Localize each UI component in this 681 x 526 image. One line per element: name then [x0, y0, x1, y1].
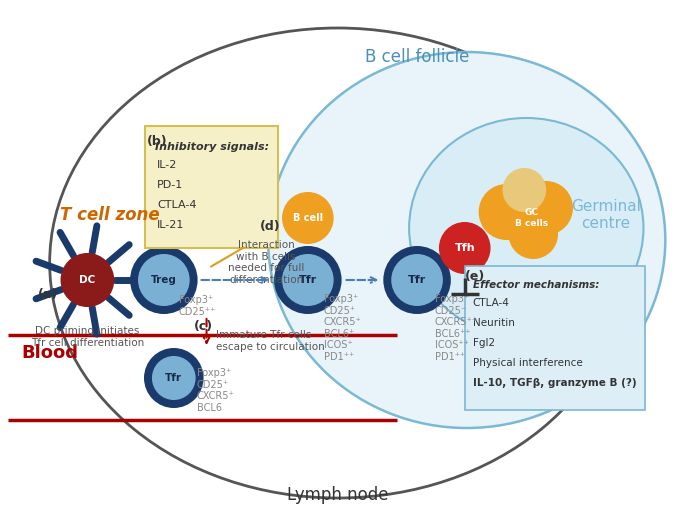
FancyBboxPatch shape: [145, 126, 278, 248]
Circle shape: [282, 192, 334, 244]
Text: (c): (c): [193, 320, 212, 333]
Text: (e): (e): [464, 270, 485, 283]
Text: PD-1: PD-1: [157, 180, 183, 190]
Text: Fgl2: Fgl2: [473, 338, 495, 348]
Text: B cell follicle: B cell follicle: [365, 48, 469, 66]
Text: Foxp3⁺
CD25⁺
CXCR5⁺
BCL6⁺
ICOS⁺
PD1⁺⁺: Foxp3⁺ CD25⁺ CXCR5⁺ BCL6⁺ ICOS⁺ PD1⁺⁺: [323, 294, 362, 362]
Circle shape: [392, 254, 443, 306]
Text: Immature Tfr cells
escape to circulation: Immature Tfr cells escape to circulation: [217, 330, 326, 351]
Text: (a): (a): [37, 288, 58, 301]
Text: IL-2: IL-2: [157, 160, 177, 170]
Circle shape: [520, 181, 573, 235]
Text: Interaction
with B cells
needed for full
differentiation: Interaction with B cells needed for full…: [228, 240, 304, 285]
Text: Physical interference: Physical interference: [473, 358, 582, 368]
Circle shape: [130, 246, 197, 314]
Text: CTLA-4: CTLA-4: [473, 298, 509, 308]
Text: Tfr: Tfr: [408, 275, 426, 285]
Circle shape: [509, 209, 558, 259]
Circle shape: [439, 222, 490, 274]
Text: Treg: Treg: [151, 275, 177, 285]
Text: Tfh: Tfh: [454, 243, 475, 253]
Text: Foxp3⁺
CD25⁻
CXCR5⁺⁺
BCL6⁺⁺
ICOS⁺⁺
PD1⁺⁺: Foxp3⁺ CD25⁻ CXCR5⁺⁺ BCL6⁺⁺ ICOS⁺⁺ PD1⁺⁺: [435, 294, 478, 362]
Text: (b): (b): [147, 135, 168, 148]
Text: GC
B cells: GC B cells: [515, 208, 548, 228]
Text: DC priming initiates
Tfr cell differentiation: DC priming initiates Tfr cell differenti…: [31, 326, 144, 348]
Text: (d): (d): [260, 220, 281, 233]
Ellipse shape: [409, 118, 644, 338]
Circle shape: [152, 356, 195, 400]
Text: IL-21: IL-21: [157, 220, 185, 230]
Text: Tfr: Tfr: [165, 373, 183, 383]
Text: Inhibitory signals:: Inhibitory signals:: [155, 142, 269, 152]
Text: DC: DC: [79, 275, 95, 285]
Text: IL-10, TGFβ, granzyme B (?): IL-10, TGFβ, granzyme B (?): [473, 378, 636, 388]
Circle shape: [138, 254, 190, 306]
FancyBboxPatch shape: [464, 266, 646, 410]
Text: T cell zone: T cell zone: [59, 206, 159, 224]
Text: B cell: B cell: [293, 213, 323, 223]
Circle shape: [383, 246, 451, 314]
Circle shape: [503, 168, 546, 212]
Text: Germinal
centre: Germinal centre: [571, 199, 641, 231]
Circle shape: [479, 184, 535, 240]
Text: Neuritin: Neuritin: [473, 318, 515, 328]
Ellipse shape: [268, 52, 665, 428]
Text: Tfr: Tfr: [299, 275, 317, 285]
Text: CTLA-4: CTLA-4: [157, 200, 196, 210]
Text: Foxp3⁺
CD25⁺
CXCR5⁺
BCL6: Foxp3⁺ CD25⁺ CXCR5⁺ BCL6: [197, 368, 234, 413]
Ellipse shape: [50, 28, 626, 498]
Circle shape: [144, 348, 204, 408]
Text: Lymph node: Lymph node: [287, 486, 388, 504]
Circle shape: [61, 254, 113, 306]
Circle shape: [282, 254, 334, 306]
Text: Effector mechanisms:: Effector mechanisms:: [473, 280, 599, 290]
Circle shape: [274, 246, 342, 314]
Text: Foxp3⁺
CD25⁺⁺: Foxp3⁺ CD25⁺⁺: [178, 295, 216, 317]
Text: Blood: Blood: [22, 344, 79, 362]
